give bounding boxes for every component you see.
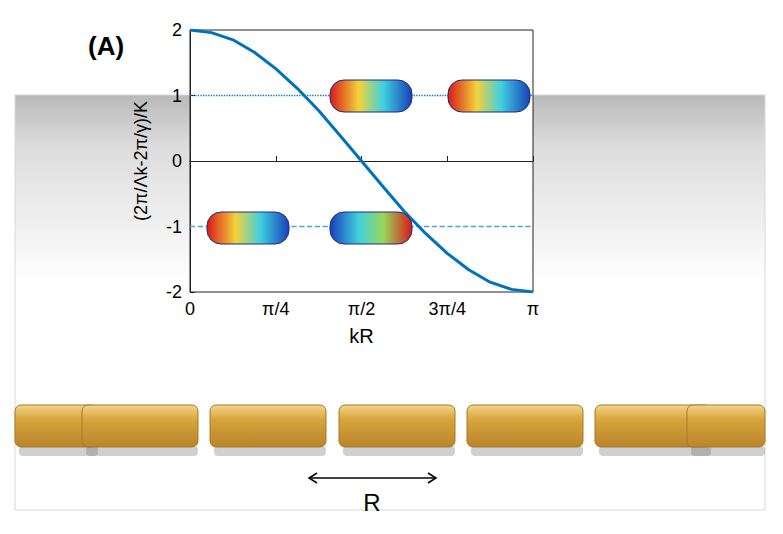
svg-text:(A): (A) bbox=[88, 31, 124, 61]
svg-text:(2π/Λk-2π/γ)/K: (2π/Λk-2π/γ)/K bbox=[131, 101, 151, 221]
svg-text:π/2: π/2 bbox=[348, 299, 375, 319]
svg-text:kR: kR bbox=[349, 325, 373, 347]
svg-text:π/4: π/4 bbox=[262, 299, 289, 319]
svg-text:π: π bbox=[527, 299, 539, 319]
svg-text:2: 2 bbox=[172, 20, 182, 40]
svg-text:R: R bbox=[363, 489, 380, 516]
svg-text:3π/4: 3π/4 bbox=[429, 299, 466, 319]
svg-text:1: 1 bbox=[172, 86, 182, 106]
svg-text:0: 0 bbox=[172, 151, 182, 171]
svg-text:-2: -2 bbox=[166, 282, 182, 302]
svg-text:-1: -1 bbox=[166, 217, 182, 237]
svg-text:0: 0 bbox=[185, 299, 195, 319]
